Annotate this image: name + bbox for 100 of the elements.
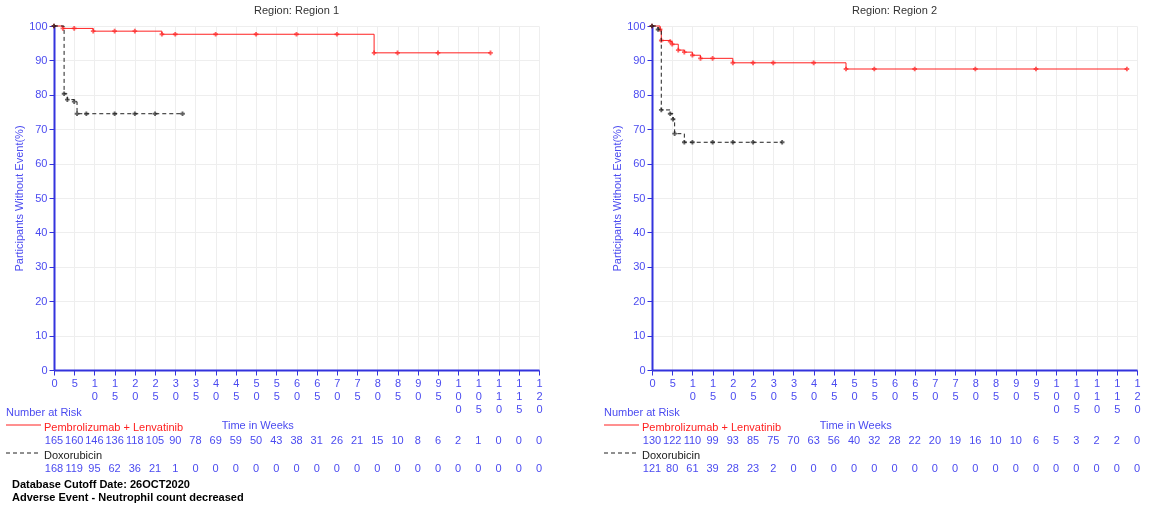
x-tick-label: 0 bbox=[649, 376, 656, 389]
point bbox=[152, 111, 158, 117]
y-axis-title: Participants Without Event(%) bbox=[13, 125, 26, 272]
chart-title: Region: Region 2 bbox=[851, 4, 938, 16]
x-tick-label: 8 5 bbox=[992, 376, 1000, 402]
x-tick-label: 9 0 bbox=[1013, 376, 1020, 402]
x-tick-label: 0 bbox=[51, 376, 58, 389]
point bbox=[770, 60, 776, 66]
point bbox=[334, 31, 340, 37]
x-tick-label: 6 0 bbox=[293, 376, 301, 402]
point bbox=[750, 60, 756, 66]
x-tick-label: 7 5 bbox=[354, 376, 361, 402]
x-tick-label: 1 1 0 bbox=[496, 376, 503, 415]
point bbox=[294, 31, 299, 37]
y-tick-label: 50 bbox=[633, 191, 646, 204]
point bbox=[730, 139, 736, 145]
legend-label: Pembrolizumab + Lenvatinib bbox=[642, 421, 782, 433]
y-tick-label: 80 bbox=[35, 88, 48, 101]
x-tick-label: 2 5 bbox=[750, 376, 757, 402]
point bbox=[435, 50, 441, 56]
x-tick-label: 2 5 bbox=[152, 376, 159, 402]
point bbox=[779, 139, 785, 145]
point bbox=[213, 31, 219, 37]
y-tick-label: 70 bbox=[35, 122, 48, 135]
x-tick-label: 1 1 5 bbox=[516, 376, 523, 415]
x-tick-label: 6 5 bbox=[912, 376, 919, 402]
x-tick-label: 1 0 0 bbox=[1053, 376, 1060, 415]
point bbox=[698, 55, 703, 61]
y-tick-label: 40 bbox=[633, 225, 646, 238]
y-tick-label: 10 bbox=[35, 329, 48, 342]
x-tick-label: 6 0 bbox=[891, 376, 899, 402]
point bbox=[730, 60, 736, 66]
x-tick-label: 8 0 bbox=[374, 376, 381, 402]
point bbox=[71, 99, 77, 105]
legend-label: Doxorubicin bbox=[44, 449, 103, 461]
x-tick-label: 5 5 bbox=[871, 376, 878, 402]
y-tick-label: 60 bbox=[633, 157, 646, 170]
x-tick-label: 1 0 bbox=[689, 376, 696, 402]
point bbox=[112, 111, 117, 117]
point bbox=[172, 31, 178, 37]
point bbox=[710, 55, 715, 61]
y-tick-label: 10 bbox=[633, 329, 646, 342]
point bbox=[180, 111, 185, 117]
point bbox=[83, 111, 89, 117]
x-tick-label: 1 0 5 bbox=[1073, 376, 1080, 415]
x-tick-label: 4 5 bbox=[233, 376, 240, 402]
x-tick-label: 8 0 bbox=[972, 376, 979, 402]
point bbox=[488, 50, 493, 56]
text: Number at Risk bbox=[6, 406, 83, 418]
point bbox=[710, 139, 715, 145]
y-tick-label: 20 bbox=[633, 294, 646, 307]
point bbox=[371, 50, 377, 56]
x-tick-label: 3 5 bbox=[790, 376, 798, 402]
x-tick-label: 5 bbox=[669, 376, 676, 389]
x-tick-label: 5 bbox=[71, 376, 78, 389]
x-tick-label: 4 0 bbox=[213, 376, 220, 402]
x-tick-label: 9 0 bbox=[415, 376, 422, 402]
x-tick-label: 7 0 bbox=[932, 376, 939, 402]
x-tick-label: 5 5 bbox=[273, 376, 280, 402]
x-tick-label: 1 5 bbox=[112, 376, 119, 402]
x-tick-label: 4 5 bbox=[831, 376, 838, 402]
point bbox=[811, 60, 817, 66]
y-axis-title: Participants Without Event(%) bbox=[611, 125, 624, 272]
point bbox=[74, 111, 80, 117]
y-tick-label: 90 bbox=[633, 53, 646, 66]
point bbox=[681, 139, 687, 145]
x-tick-label: 1 5 bbox=[710, 376, 717, 402]
x-tick-label: 2 0 bbox=[730, 376, 737, 402]
point bbox=[64, 97, 70, 102]
text: 121 80 61 39 28 23 2 0 0 0 0 0 0 0 0 0 0 0 0 0 0 0 0 0 0 bbox=[642, 462, 1141, 474]
x-tick-label: 4 0 bbox=[811, 376, 818, 402]
chart-title: Region: Region 1 bbox=[253, 4, 340, 16]
y-tick-label: 100 bbox=[627, 19, 646, 32]
x-tick-label: 2 0 bbox=[132, 376, 139, 402]
point bbox=[871, 66, 877, 72]
point bbox=[253, 31, 259, 37]
x-tick-label: 6 5 bbox=[314, 376, 321, 402]
x-tick-label: 1 1 0 bbox=[1094, 376, 1101, 415]
x-tick-label: 5 0 bbox=[851, 376, 858, 402]
point bbox=[690, 52, 695, 58]
y-tick-label: 100 bbox=[29, 19, 48, 32]
y-tick-label: 80 bbox=[633, 88, 646, 101]
point bbox=[132, 111, 138, 117]
x-axis-title: Time in Weeks bbox=[221, 419, 295, 431]
x-tick-label: 1 2 0 bbox=[536, 376, 543, 415]
y-tick-label: 30 bbox=[35, 260, 48, 273]
x-tick-label: 7 0 bbox=[334, 376, 341, 402]
text: Database Cutoff Date: 26OCT2020 bbox=[12, 478, 190, 490]
y-tick-label: 20 bbox=[35, 294, 48, 307]
point bbox=[71, 26, 77, 31]
point bbox=[112, 28, 117, 34]
point bbox=[667, 111, 673, 117]
point bbox=[690, 139, 695, 145]
x-tick-label: 3 0 bbox=[770, 376, 777, 402]
x-tick-label: 1 0 bbox=[91, 376, 98, 402]
y-tick-label: 60 bbox=[35, 157, 48, 170]
x-tick-label: 9 5 bbox=[435, 376, 442, 402]
point bbox=[90, 28, 96, 34]
point bbox=[750, 139, 756, 145]
y-tick-label: 40 bbox=[35, 225, 48, 238]
